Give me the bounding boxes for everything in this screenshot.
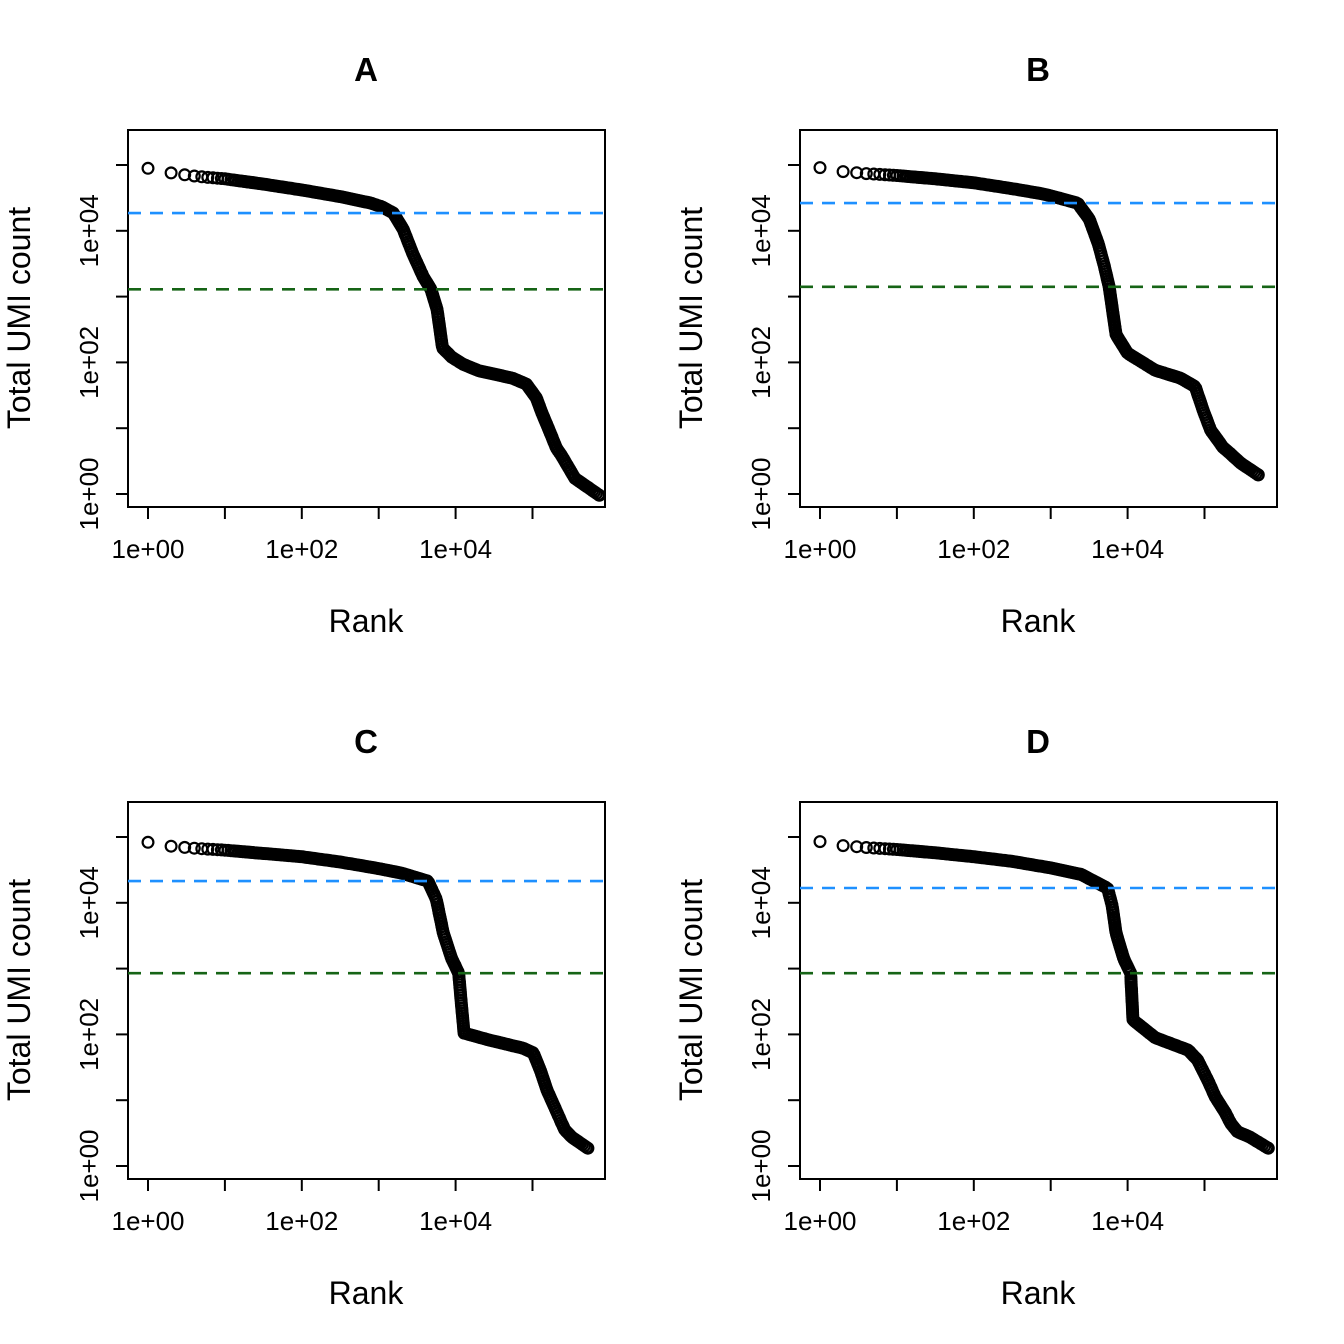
- x-tick-label: 1e+02: [265, 1206, 338, 1236]
- x-tick-label: 1e+04: [419, 1206, 492, 1236]
- data-point-circle: [581, 1141, 595, 1155]
- x-tick-label: 1e+00: [783, 534, 856, 564]
- data-point-circle: [813, 835, 827, 849]
- x-axis-title: Rank: [329, 1275, 405, 1311]
- panel-title: B: [1026, 51, 1050, 88]
- data-point-circle: [187, 841, 201, 855]
- x-tick-label: 1e+00: [111, 534, 184, 564]
- data-points: [813, 835, 1275, 1155]
- data-point-circle: [859, 841, 873, 855]
- plot-box: [799, 801, 1278, 1180]
- data-point-circle: [859, 167, 873, 181]
- y-axis-title: Total UMI count: [1, 879, 37, 1101]
- y-tick-label: 1e+02: [746, 998, 776, 1071]
- x-tick-label: 1e+02: [937, 534, 1010, 564]
- y-tick-label: 1e+04: [74, 866, 104, 939]
- panel-D: D Rank Total UMI count 1e+00 1e+02 1e+041e…: [673, 723, 1278, 1311]
- data-point-circle: [836, 839, 850, 853]
- data-point-circle: [187, 169, 201, 183]
- panel-title: A: [354, 51, 378, 88]
- data-point-circle: [850, 166, 864, 180]
- x-tick-label: 1e+00: [783, 1206, 856, 1236]
- y-axis-title: Total UMI count: [673, 879, 709, 1101]
- data-point-circle: [141, 161, 155, 175]
- panel-title: D: [1026, 723, 1050, 760]
- y-tick-label: 1e+00: [74, 457, 104, 530]
- y-tick-label: 1e+02: [74, 998, 104, 1071]
- data-point-circle: [873, 167, 887, 181]
- data-point-circle: [878, 168, 892, 182]
- panel-B: B Rank Total UMI count 1e+00 1e+02 1e+041e…: [673, 51, 1278, 639]
- plot-box: [127, 129, 606, 508]
- y-tick-label: 1e+02: [746, 326, 776, 399]
- data-point-circle: [178, 840, 192, 854]
- data-point-circle: [873, 841, 887, 855]
- y-tick-label: 1e+00: [74, 1129, 104, 1202]
- data-point-circle: [201, 842, 215, 856]
- x-tick-label: 1e+04: [1091, 1206, 1164, 1236]
- y-tick-label: 1e+04: [746, 194, 776, 267]
- panel-A: A Rank Total UMI count 1e+00 1e+02 1e+041e…: [1, 51, 606, 639]
- y-tick-label: 1e+02: [74, 326, 104, 399]
- data-point-circle: [836, 165, 850, 179]
- data-point-circle: [1251, 468, 1265, 482]
- y-axis-title: Total UMI count: [1, 207, 37, 429]
- data-point-circle: [592, 488, 606, 502]
- x-tick-label: 1e+00: [111, 1206, 184, 1236]
- data-point-circle: [164, 166, 178, 180]
- x-axis-title: Rank: [329, 603, 405, 639]
- x-axis-title: Rank: [1001, 1275, 1077, 1311]
- data-points: [141, 835, 595, 1155]
- x-axis-title: Rank: [1001, 603, 1077, 639]
- data-point-circle: [206, 842, 220, 856]
- panel-title: C: [354, 723, 378, 760]
- x-tick-label: 1e+04: [419, 534, 492, 564]
- data-point-circle: [850, 840, 864, 854]
- data-point-circle: [206, 171, 220, 185]
- y-tick-label: 1e+00: [746, 1129, 776, 1202]
- y-tick-label: 1e+04: [74, 194, 104, 267]
- y-axis-title: Total UMI count: [673, 207, 709, 429]
- plot-area: 1e+00 1e+02 1e+04 1e+00 1e+02 1e+04: [74, 801, 606, 1236]
- y-tick-label: 1e+00: [746, 457, 776, 530]
- x-tick-label: 1e+02: [265, 534, 338, 564]
- data-points: [813, 161, 1265, 482]
- data-point-circle: [878, 842, 892, 856]
- x-tick-label: 1e+02: [937, 1206, 1010, 1236]
- plot-box: [799, 129, 1278, 508]
- data-point-circle: [201, 170, 215, 184]
- panel-C: C Rank Total UMI count 1e+00 1e+02 1e+041e…: [1, 723, 606, 1311]
- plot-area: 1e+00 1e+02 1e+04 1e+00 1e+02 1e+04: [746, 801, 1278, 1236]
- plot-area: 1e+00 1e+02 1e+04 1e+00 1e+02 1e+04: [746, 129, 1278, 564]
- y-tick-label: 1e+04: [746, 866, 776, 939]
- plot-box: [127, 801, 606, 1180]
- data-point-circle: [1261, 1141, 1275, 1155]
- data-point-circle: [164, 839, 178, 853]
- x-tick-label: 1e+04: [1091, 534, 1164, 564]
- plot-area: 1e+00 1e+02 1e+04 1e+00 1e+02 1e+04: [74, 129, 606, 564]
- data-point-circle: [141, 835, 155, 849]
- data-point-circle: [813, 161, 827, 175]
